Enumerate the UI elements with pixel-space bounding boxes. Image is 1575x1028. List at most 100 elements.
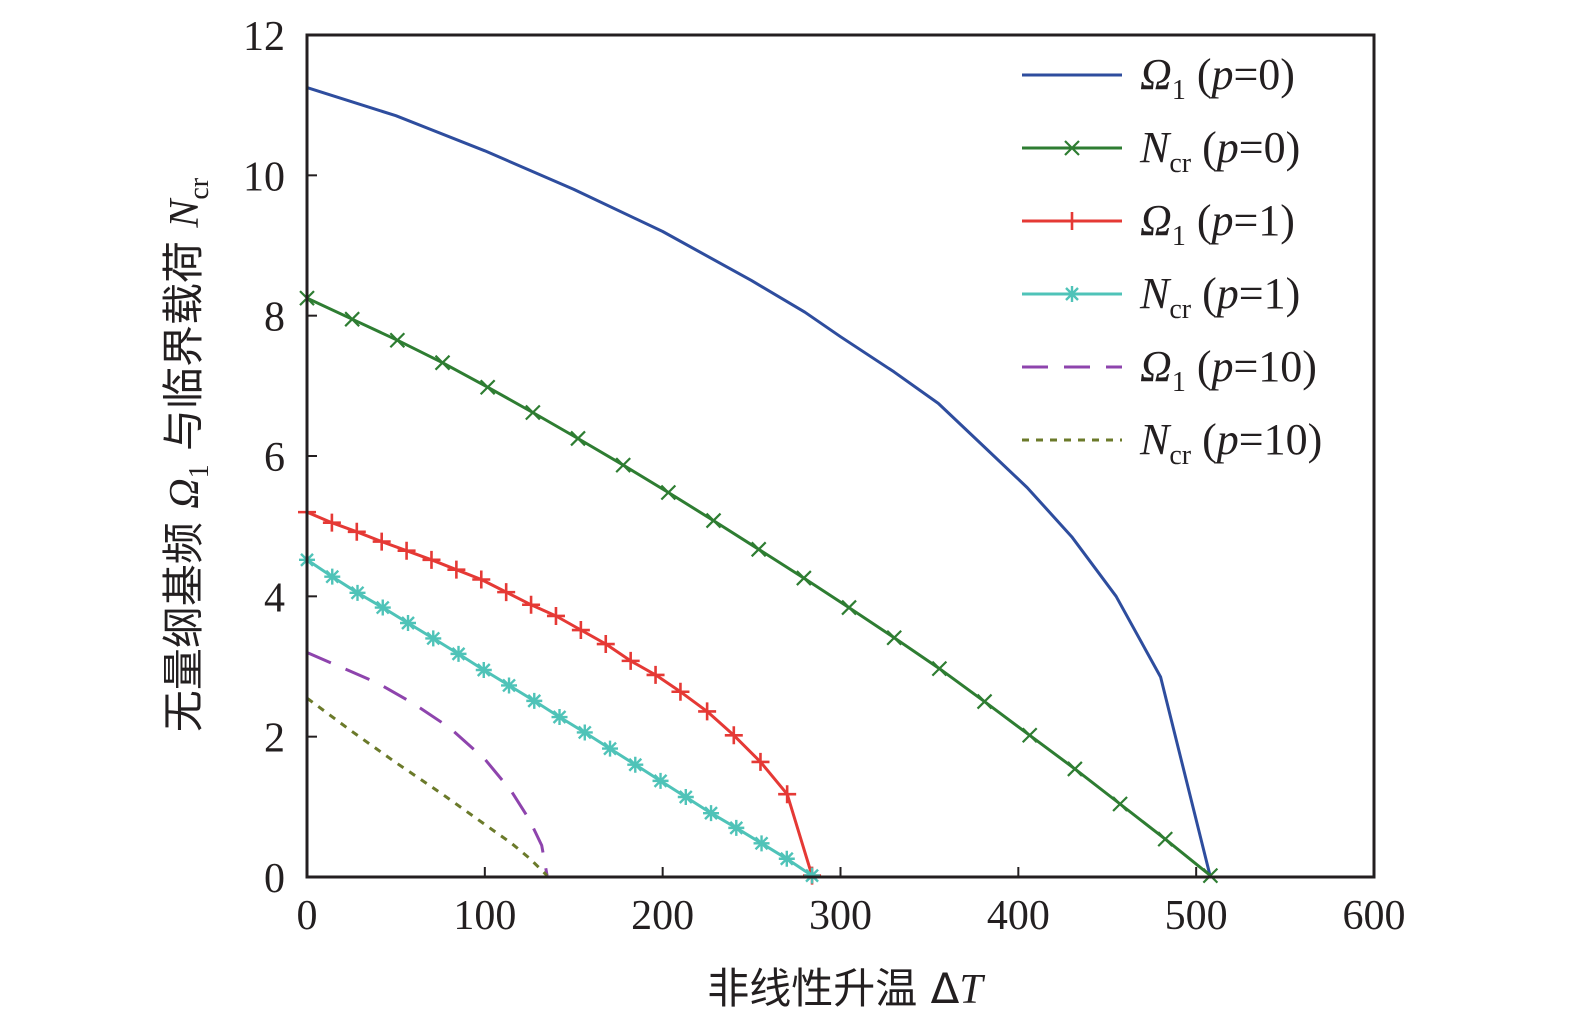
data-point — [526, 692, 543, 709]
legend-label: Ncr (p=10) — [1139, 415, 1322, 471]
legend-entry-2: Ncr (p=0) — [1022, 123, 1300, 179]
y-tick-label: 0 — [264, 856, 285, 902]
legend-label: Ω1 (p=1) — [1140, 196, 1295, 252]
data-point — [475, 662, 492, 679]
data-point — [627, 756, 644, 773]
x-tick-label: 100 — [453, 893, 516, 939]
data-point — [1067, 761, 1083, 777]
data-point — [525, 404, 541, 421]
y-tick-label: 4 — [264, 575, 285, 621]
data-point — [322, 513, 341, 532]
data-point — [703, 805, 720, 822]
data-point — [546, 606, 565, 625]
legend-label: Ω1 (p=0) — [1140, 50, 1295, 106]
data-point — [621, 651, 640, 670]
data-point — [660, 484, 677, 501]
data-point — [615, 457, 631, 473]
data-point — [372, 532, 391, 551]
series-4 — [299, 551, 821, 884]
legend: Ω1 (p=0) Ncr (p=0) Ω1 (p=1) Ncr (p=1) Ω1 (p=… — [1022, 50, 1322, 471]
legend-entry-4: Ncr (p=1) — [1022, 269, 1300, 325]
series-5 — [306, 651, 549, 876]
data-point — [841, 599, 857, 616]
data-point — [571, 621, 590, 640]
series-line — [306, 696, 549, 877]
x-tick-label: 500 — [1165, 893, 1228, 939]
series-line — [306, 651, 549, 876]
data-point — [796, 570, 812, 586]
data-point — [931, 660, 948, 677]
x-axis-label: 非线性升温 ΔT — [707, 964, 985, 1013]
legend-label: Ncr (p=0) — [1139, 123, 1300, 179]
data-point — [976, 693, 993, 710]
data-point — [522, 595, 541, 614]
data-point — [400, 614, 417, 631]
y-tick-label: 12 — [243, 14, 285, 60]
data-point — [1064, 286, 1080, 302]
legend-label: Ω1 (p=10) — [1140, 342, 1317, 398]
data-point — [344, 311, 360, 327]
data-point — [389, 332, 406, 349]
data-point — [646, 665, 665, 684]
data-point — [602, 740, 619, 757]
y-tick-label: 8 — [264, 295, 285, 341]
data-point — [728, 819, 745, 836]
data-point — [751, 752, 770, 771]
series-2 — [299, 290, 1219, 884]
data-point — [1112, 796, 1128, 812]
series-3 — [298, 503, 822, 885]
data-point — [753, 835, 770, 852]
x-tick-label: 200 — [631, 893, 694, 939]
x-tick-label: 0 — [297, 893, 318, 939]
data-point — [778, 850, 795, 867]
data-point — [596, 635, 615, 654]
data-point — [397, 541, 416, 560]
series-1 — [306, 86, 1212, 878]
series-line — [306, 296, 1212, 877]
data-point — [750, 541, 767, 558]
data-point — [479, 379, 496, 396]
series-group — [298, 86, 1219, 885]
axis-ticks: 0 100 200 300 400 500 600 0 2 4 6 8 10 12 — [243, 14, 1406, 939]
data-point — [698, 702, 717, 721]
data-point — [576, 724, 593, 741]
data-point — [551, 709, 568, 726]
data-point — [677, 789, 694, 806]
data-point — [472, 570, 491, 589]
y-tick-label: 2 — [264, 716, 285, 762]
legend-entry-6: Ncr (p=10) — [1022, 415, 1322, 471]
data-point — [374, 599, 391, 616]
data-point — [652, 772, 669, 789]
series-6 — [306, 696, 549, 877]
data-point — [425, 630, 442, 647]
data-point — [671, 682, 690, 701]
data-point — [1021, 727, 1038, 744]
series-line — [306, 86, 1212, 878]
data-point — [447, 560, 466, 579]
data-point — [324, 568, 341, 585]
data-point — [570, 430, 586, 447]
legend-entry-3: Ω1 (p=1) — [1022, 196, 1295, 252]
data-point — [450, 645, 467, 662]
x-tick-label: 400 — [987, 893, 1050, 939]
data-point — [1157, 831, 1173, 847]
data-point — [501, 677, 518, 694]
data-point — [422, 550, 441, 569]
data-point — [1063, 212, 1081, 230]
x-tick-label: 600 — [1343, 893, 1406, 939]
y-axis-label: 无量纲基频 Ω1 与临界载荷 Ncr — [159, 177, 215, 732]
data-point — [724, 726, 743, 745]
x-tick-label: 300 — [809, 893, 872, 939]
y-tick-label: 6 — [264, 435, 285, 481]
y-tick-label: 10 — [243, 154, 285, 200]
data-point — [886, 629, 902, 646]
data-point — [347, 522, 366, 541]
legend-label: Ncr (p=1) — [1139, 269, 1300, 325]
data-point — [778, 785, 797, 804]
data-point — [349, 584, 366, 601]
legend-entry-1: Ω1 (p=0) — [1022, 50, 1295, 106]
legend-entry-5: Ω1 (p=10) — [1022, 342, 1317, 398]
data-point — [1064, 140, 1080, 156]
data-point — [705, 512, 722, 529]
